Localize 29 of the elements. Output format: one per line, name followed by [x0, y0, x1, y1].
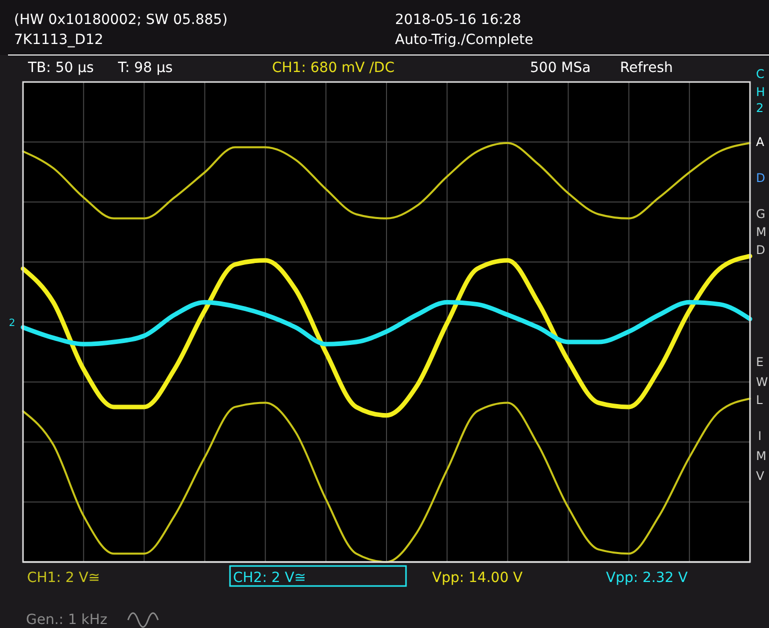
text: V	[756, 469, 765, 483]
text: Auto-Trig./Complete	[395, 32, 534, 48]
text: H	[756, 85, 766, 99]
text: D	[756, 171, 766, 185]
text: 2	[756, 101, 764, 115]
text: Vpp: 2.32 V	[606, 570, 688, 586]
text: E	[756, 355, 764, 369]
text: 2	[8, 318, 16, 329]
text: Vpp: 14.00 V	[432, 570, 524, 586]
text: TB: 50 µs	[27, 60, 94, 76]
text: CH2: 2 V≅	[233, 570, 306, 586]
text: I	[758, 429, 762, 443]
text: C	[756, 67, 764, 81]
chart-subtitle: 7K1113_D12	[14, 32, 104, 48]
text: 500 MSa	[530, 60, 591, 76]
text: T: 98 µs	[117, 60, 173, 76]
text: Refresh	[620, 60, 673, 76]
text: D	[756, 243, 766, 257]
text: M	[756, 449, 766, 463]
text: L	[756, 393, 763, 407]
text: W	[756, 375, 768, 389]
text: A	[756, 135, 765, 149]
text: CH1: 2 V≅	[27, 570, 100, 586]
text: G	[756, 207, 766, 221]
text: CH1: 680 mV /DC	[272, 60, 395, 76]
text: Gen.: 1 kHz	[26, 612, 108, 628]
text: 2018-05-16 16:28	[395, 12, 522, 28]
chart-title: (HW 0x10180002; SW 05.885)	[14, 12, 228, 28]
text: M	[756, 225, 766, 239]
